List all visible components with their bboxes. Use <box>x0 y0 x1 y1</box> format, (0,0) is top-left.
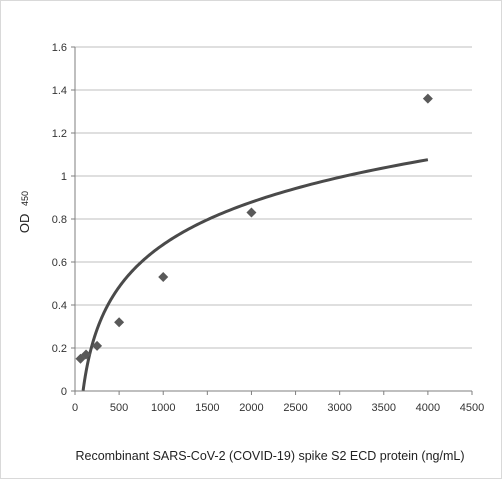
y-tick-label: 0 <box>61 386 67 398</box>
x-tick-label: 3000 <box>327 402 351 414</box>
x-tick-label: 2000 <box>239 402 263 414</box>
y-axis-label: OD 450 <box>17 191 32 233</box>
x-tick-label: 1500 <box>195 402 219 414</box>
x-tick-label: 2500 <box>283 402 307 414</box>
y-tick-label: 0.6 <box>52 257 67 269</box>
x-tick-label: 0 <box>72 402 78 414</box>
x-axis-label: Recombinant SARS-CoV-2 (COVID-19) spike … <box>75 449 464 463</box>
data-points <box>75 93 433 364</box>
data-point <box>114 317 125 328</box>
y-tick-label: 0.2 <box>52 343 67 355</box>
y-tick-label: 1 <box>61 171 67 183</box>
x-tick-labels: 0 500 1000 1500 2000 2500 3000 3500 4000 4500 <box>72 402 484 414</box>
x-tick-label: 4500 <box>460 402 484 414</box>
trendline <box>81 158 429 391</box>
data-point <box>92 340 103 351</box>
x-tick-label: 500 <box>110 402 128 414</box>
y-tick-label: 1.6 <box>52 42 67 54</box>
y-tick-label: 0.8 <box>52 214 67 226</box>
x-tick-label: 1000 <box>151 402 175 414</box>
y-tick-label: 1.2 <box>52 128 67 140</box>
data-point <box>158 272 169 283</box>
x-tick-label: 4000 <box>416 402 440 414</box>
y-tick-label: 0.4 <box>52 300 67 312</box>
data-point <box>422 93 433 104</box>
y-tick-labels: 0 0.2 0.4 0.6 0.8 1 1.2 1.4 1.6 <box>52 42 67 398</box>
axes <box>71 46 473 395</box>
data-point <box>81 349 92 360</box>
data-point <box>246 207 257 218</box>
gridlines <box>75 46 472 349</box>
y-tick-label: 1.4 <box>52 85 67 97</box>
x-tick-label: 3500 <box>372 402 396 414</box>
